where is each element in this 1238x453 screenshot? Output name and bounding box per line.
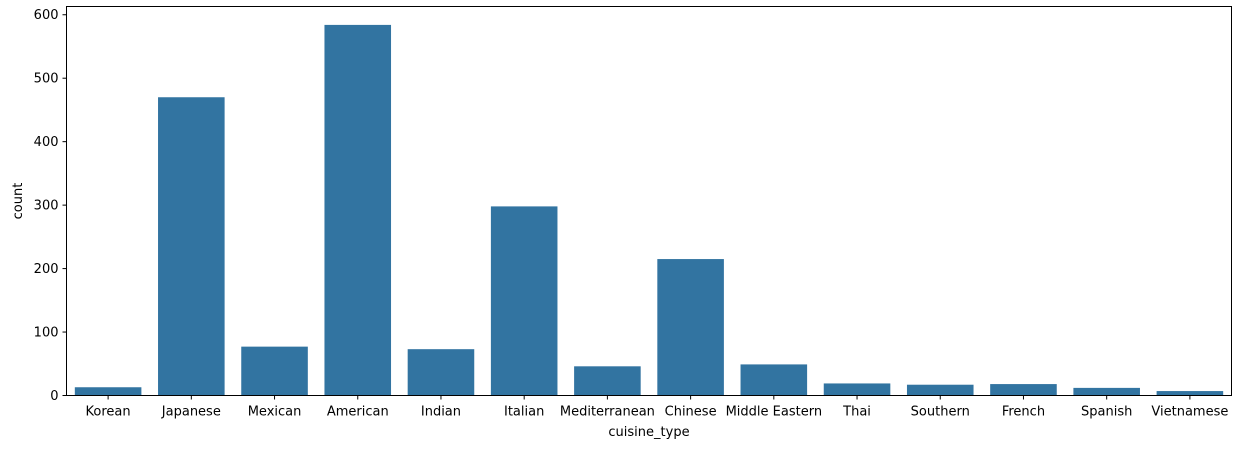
y-axis-ticks: 0 100 200 300 400 500 600 bbox=[34, 8, 67, 404]
x-tick-label: Japanese bbox=[161, 405, 221, 420]
x-axis-ticks: Korean Japanese Mexican American Indian Itali… bbox=[86, 395, 1228, 420]
bar-chinese bbox=[657, 259, 724, 396]
x-tick-label: Korean bbox=[86, 405, 131, 420]
x-tick-label: Southern bbox=[911, 405, 970, 420]
y-tick-label: 0 bbox=[50, 389, 58, 404]
bar-southern bbox=[906, 384, 974, 396]
bar-japanese bbox=[158, 97, 225, 396]
bar-mediterranean bbox=[574, 366, 641, 396]
x-tick-label: Mediterranean bbox=[560, 405, 655, 420]
bars-group bbox=[74, 24, 1224, 396]
bar-vietnamese bbox=[1156, 391, 1224, 396]
y-axis-title: count bbox=[11, 183, 26, 220]
y-tick-label: 100 bbox=[34, 326, 59, 341]
x-tick-label: Spanish bbox=[1081, 405, 1132, 420]
bar-spanish bbox=[1073, 387, 1140, 396]
bar-korean bbox=[74, 387, 142, 396]
y-tick-label: 600 bbox=[34, 8, 59, 23]
y-tick-label: 400 bbox=[34, 135, 59, 150]
x-tick-label: Thai bbox=[842, 405, 871, 420]
x-tick-label: Indian bbox=[421, 405, 461, 420]
x-axis-title: cuisine_type bbox=[608, 425, 689, 440]
x-tick-label: French bbox=[1002, 405, 1045, 420]
bar-french bbox=[990, 384, 1057, 396]
y-tick-label: 200 bbox=[34, 262, 59, 277]
bar-mexican bbox=[241, 346, 308, 396]
x-tick-label: Chinese bbox=[665, 405, 717, 420]
x-tick-label: American bbox=[327, 405, 389, 420]
bar-middle-eastern bbox=[740, 364, 808, 396]
plot-frame bbox=[66, 6, 1232, 396]
y-tick-label: 300 bbox=[34, 199, 59, 214]
bar-italian bbox=[490, 206, 558, 396]
x-tick-label: Italian bbox=[504, 405, 544, 420]
y-tick-label: 500 bbox=[34, 72, 59, 87]
bar-indian bbox=[407, 349, 475, 396]
x-tick-label: Mexican bbox=[248, 405, 302, 420]
bar-american bbox=[324, 24, 392, 396]
x-tick-label: Middle Eastern bbox=[726, 405, 822, 420]
x-tick-label: Vietnamese bbox=[1151, 405, 1228, 420]
bar-thai bbox=[823, 383, 891, 396]
